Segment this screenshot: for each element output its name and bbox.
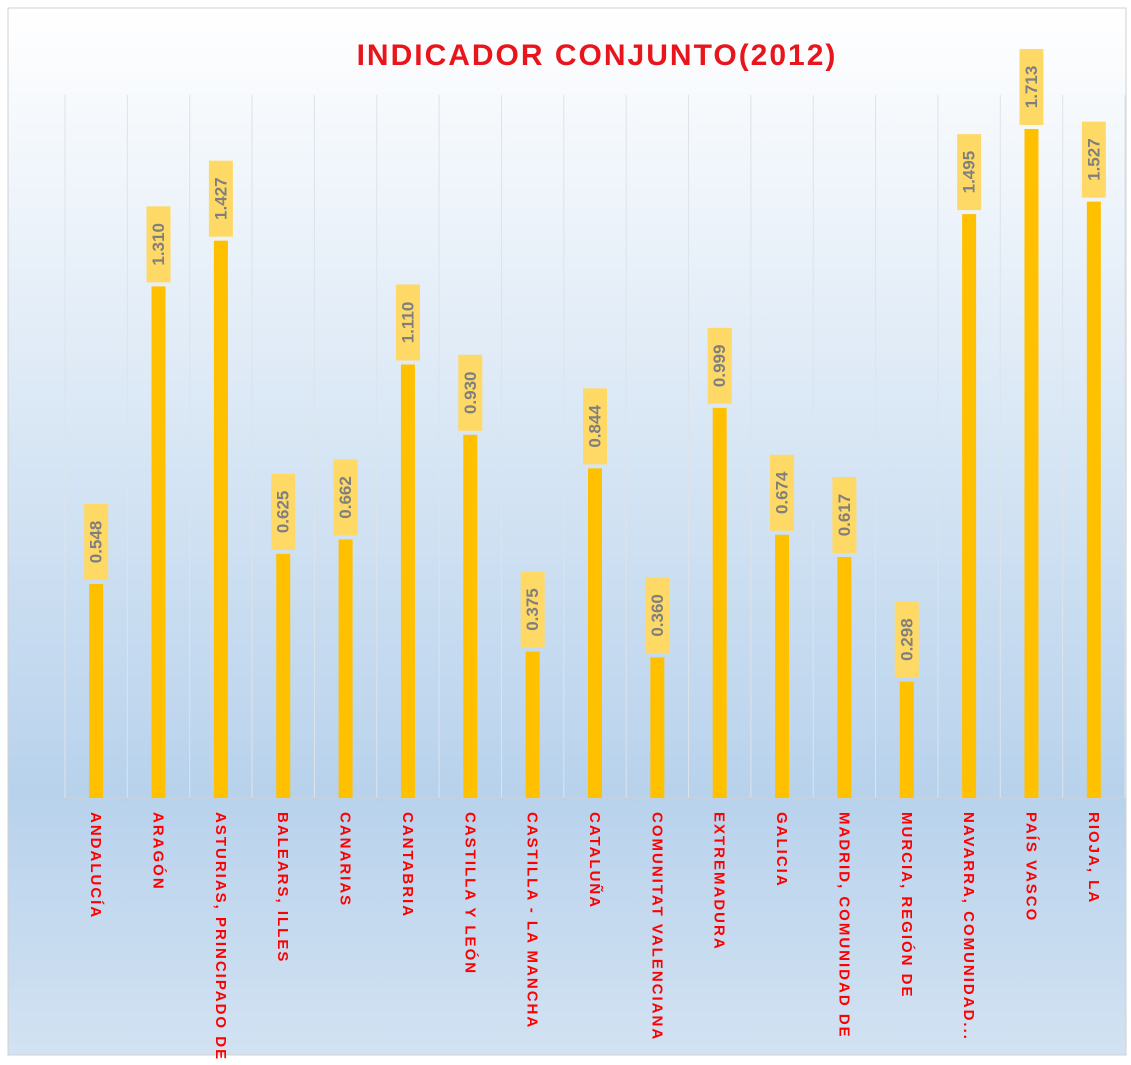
value-label: 0.930 xyxy=(461,372,480,415)
chart-area xyxy=(7,7,1127,1056)
x-tick-label: ANDALUCÍA xyxy=(88,812,105,919)
value-label: 0.298 xyxy=(897,618,916,661)
x-tick-label: EXTREMADURA xyxy=(711,812,728,951)
bar xyxy=(400,364,415,798)
x-tick-label: COMUNITAT VALENCIANA xyxy=(649,812,666,1041)
value-label-box xyxy=(395,284,420,361)
value-label-box xyxy=(208,160,233,237)
value-label-box xyxy=(583,388,607,465)
value-label-box xyxy=(146,206,171,283)
bar xyxy=(1024,128,1039,798)
bar xyxy=(588,468,602,798)
value-label-box xyxy=(832,477,857,554)
bar xyxy=(899,681,914,798)
x-tick-label: CATALUÑA xyxy=(587,812,605,909)
value-label: 0.617 xyxy=(835,494,854,537)
value-label-box xyxy=(770,454,795,531)
bar xyxy=(712,407,727,798)
x-tick-label: MADRID, COMUNIDAD DE xyxy=(836,812,853,1039)
bar xyxy=(213,240,228,798)
value-label-box xyxy=(1081,121,1106,198)
bar xyxy=(89,583,104,798)
x-tick-label: GALICIA xyxy=(774,812,791,888)
value-label: 1.427 xyxy=(211,177,230,220)
value-label: 0.360 xyxy=(648,594,667,637)
bar xyxy=(1086,201,1101,798)
value-label-box xyxy=(707,327,732,404)
bar xyxy=(775,534,790,798)
x-tick-label: CASTILLA - LA MANCHA xyxy=(524,812,541,1029)
bar xyxy=(276,553,291,798)
value-label: 0.999 xyxy=(710,345,729,388)
bar xyxy=(837,557,852,798)
value-label-box xyxy=(84,503,109,580)
value-label-box xyxy=(458,354,483,431)
value-label: 0.548 xyxy=(87,521,106,564)
value-label: 0.674 xyxy=(773,471,792,514)
bar xyxy=(151,286,166,798)
x-tick-label: MURCIA, REGIÓN DE xyxy=(898,812,916,999)
x-tick-label: ASTURIAS, PRINCIPADO DE xyxy=(212,812,229,1061)
x-tick-label: CANARIAS xyxy=(337,812,354,907)
value-label: 1.110 xyxy=(398,302,417,344)
x-tick-label: NAVARRA, COMUNIDAD... xyxy=(961,812,978,1041)
value-label: 0.844 xyxy=(586,405,605,448)
bar xyxy=(338,539,353,798)
value-label: 1.527 xyxy=(1084,138,1103,181)
value-label-box xyxy=(271,473,296,550)
bar xyxy=(962,214,977,798)
x-tick-label: PAÍS VASCO xyxy=(1023,812,1040,922)
x-tick-label: CANTABRIA xyxy=(399,812,416,918)
value-label: 1.495 xyxy=(960,151,979,194)
x-tick-label: RIOJA, LA xyxy=(1085,812,1102,904)
value-label-box xyxy=(957,134,982,211)
value-label-box xyxy=(520,571,545,648)
value-label-box xyxy=(894,601,919,678)
value-label-box xyxy=(645,577,670,654)
x-tick-label: BALEARS, ILLES xyxy=(275,812,292,963)
bar xyxy=(525,651,540,798)
value-label-box xyxy=(333,459,358,536)
chart-title: INDICADOR CONJUNTO(2012) xyxy=(357,39,838,72)
value-label: 0.375 xyxy=(523,588,542,631)
value-label-box xyxy=(1019,48,1044,125)
bar xyxy=(463,434,478,798)
bar xyxy=(650,657,665,798)
value-label: 1.713 xyxy=(1022,66,1041,109)
x-tick-label: CASTILLA Y LEÓN xyxy=(462,812,480,975)
x-tick-label: ARAGÓN xyxy=(150,812,168,891)
value-label: 0.625 xyxy=(274,491,293,534)
value-label: 0.662 xyxy=(336,476,355,519)
value-label: 1.310 xyxy=(149,223,168,266)
